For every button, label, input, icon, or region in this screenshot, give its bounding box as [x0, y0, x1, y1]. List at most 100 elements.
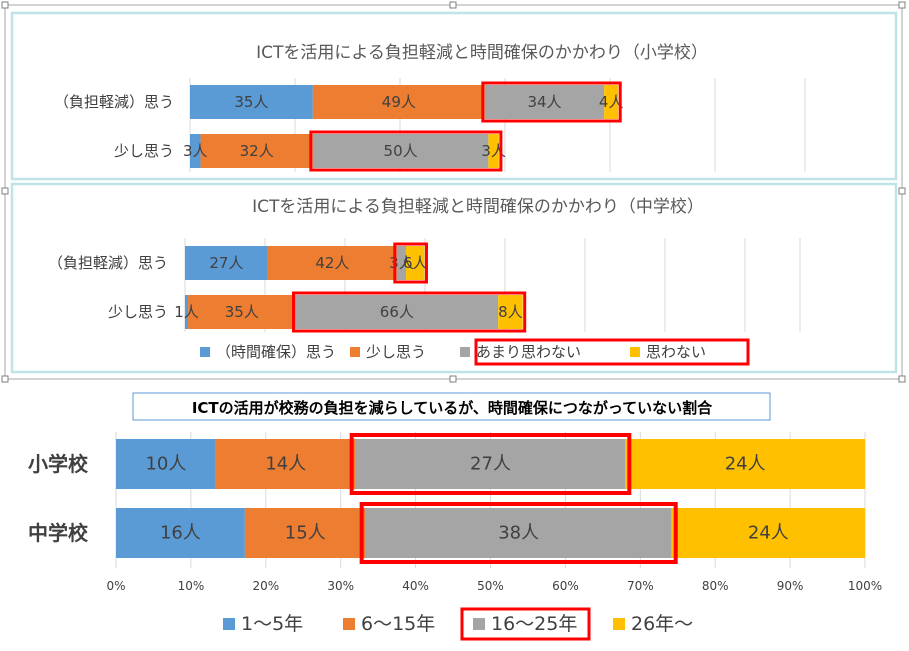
- x-tick-label: 10%: [178, 579, 205, 593]
- legend-label: 1～5年: [241, 613, 303, 635]
- x-tick-label: 40%: [402, 579, 429, 593]
- data-label: 1人: [174, 303, 199, 321]
- chart-title: ICTを活用による負担軽減と時間確保のかかわり（中学校）: [252, 197, 704, 217]
- legend-label: 6～15年: [361, 613, 435, 635]
- highlight-box: [393, 242, 428, 284]
- highlight-box: [460, 607, 591, 641]
- data-label: 16人: [160, 523, 201, 544]
- data-label: 24人: [725, 454, 766, 475]
- selection-handle: [1, 375, 9, 383]
- chart3-title-box: [132, 392, 771, 421]
- x-tick-label: 70%: [627, 579, 654, 593]
- selection-handle: [449, 375, 457, 383]
- highlight-box: [292, 291, 527, 333]
- data-label: 50人: [384, 142, 418, 160]
- bar-segment: [488, 134, 499, 168]
- category-label: 中学校: [28, 521, 89, 545]
- bar-segment: [190, 85, 313, 119]
- data-label: 66人: [380, 303, 414, 321]
- x-tick-label: 100%: [848, 579, 882, 593]
- bar-segment: [355, 439, 626, 489]
- x-tick-label: 0%: [106, 579, 125, 593]
- data-label: 27人: [209, 254, 243, 272]
- data-label: 49人: [382, 93, 416, 111]
- data-label: 3人: [183, 142, 208, 160]
- x-tick-label: 20%: [252, 579, 279, 593]
- data-label: 35人: [225, 303, 259, 321]
- bar-segment: [295, 295, 499, 329]
- bar-segment: [185, 295, 189, 329]
- data-label: 8人: [498, 303, 523, 321]
- bar-segment: [185, 246, 268, 280]
- legend-swatch: [350, 347, 360, 357]
- x-tick-label: 50%: [477, 579, 504, 593]
- selection-handle: [449, 1, 457, 9]
- legend-label: あまり思わない: [476, 343, 581, 361]
- bar-segment: [365, 508, 672, 558]
- data-label: 42人: [315, 254, 349, 272]
- legend-label: 26年～: [631, 613, 693, 635]
- bar-segment: [116, 508, 245, 558]
- highlight-box: [309, 130, 503, 172]
- category-label: （負担軽減）思う: [54, 93, 174, 111]
- legend-swatch: [200, 347, 210, 357]
- bar-segment: [396, 246, 407, 280]
- highlight-box: [474, 338, 750, 366]
- bar-segment: [244, 508, 366, 558]
- legend-label: 思わない: [646, 343, 706, 361]
- chart-title: ICTを活用による負担軽減と時間確保のかかわり（小学校）: [256, 43, 708, 63]
- highlight-box: [359, 502, 678, 564]
- legend-label: （時間確保）思う: [216, 343, 336, 361]
- legend-swatch: [473, 618, 485, 630]
- selection-handle: [1, 187, 9, 195]
- data-label: 4人: [599, 93, 624, 111]
- legend-swatch: [223, 618, 235, 630]
- data-label: 32人: [240, 142, 274, 160]
- data-label: 14人: [265, 454, 306, 475]
- selection-handle: [898, 187, 906, 195]
- legend-swatch: [613, 618, 625, 630]
- category-label: 小学校: [28, 452, 89, 476]
- category-label: 少し思う: [108, 303, 168, 321]
- selection-handle: [898, 375, 906, 383]
- highlight-box: [481, 81, 622, 123]
- bar-segment: [312, 85, 485, 119]
- selection-handle: [1, 1, 9, 9]
- data-label: 38人: [498, 523, 539, 544]
- data-label: 34人: [527, 93, 561, 111]
- chart-frame-elementary: [10, 11, 898, 181]
- chart-title: ICTの活用が校務の負担を減らしているが、時間確保につながっていない割合: [192, 399, 713, 417]
- selection-handle: [898, 1, 906, 9]
- legend-swatch: [460, 347, 470, 357]
- legend-swatch: [630, 347, 640, 357]
- bar-segment: [215, 439, 356, 489]
- x-tick-label: 80%: [702, 579, 729, 593]
- selection-handles[interactable]: [1, 1, 906, 383]
- category-label: （負担軽減）思う: [48, 254, 168, 272]
- data-label: 24人: [748, 523, 789, 544]
- data-label: 6人: [403, 254, 428, 272]
- legend-label: 16～25年: [491, 613, 577, 635]
- bar-segment: [312, 134, 489, 168]
- category-label: 少し思う: [114, 142, 174, 160]
- legend-swatch: [343, 618, 355, 630]
- bar-segment: [625, 439, 865, 489]
- bar-segment: [188, 295, 296, 329]
- data-label: 27人: [470, 454, 511, 475]
- bar-segment: [484, 85, 605, 119]
- data-label: 10人: [145, 454, 186, 475]
- bar-segment: [190, 134, 201, 168]
- highlight-box: [349, 433, 632, 495]
- bar-segment: [116, 439, 216, 489]
- data-label: 15人: [285, 523, 326, 544]
- x-tick-label: 60%: [552, 579, 579, 593]
- bar-segment: [498, 295, 523, 329]
- legend-label: 少し思う: [366, 343, 426, 361]
- bar-segment: [671, 508, 865, 558]
- x-tick-label: 90%: [777, 579, 804, 593]
- data-label: 35人: [234, 93, 268, 111]
- chart-frame-junior-high: [10, 182, 898, 374]
- bar-segment: [200, 134, 313, 168]
- bar-segment: [604, 85, 619, 119]
